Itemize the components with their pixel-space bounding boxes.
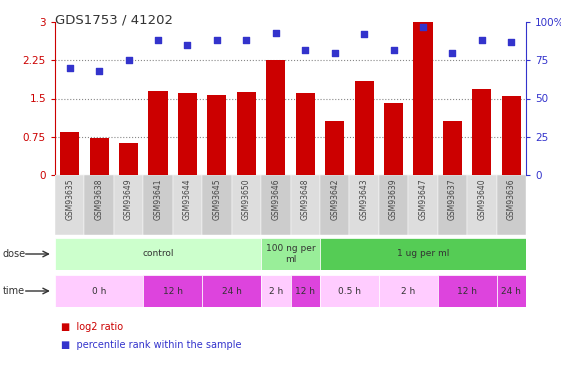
- Point: [272, 30, 280, 36]
- Text: ■  log2 ratio: ■ log2 ratio: [61, 322, 123, 332]
- FancyBboxPatch shape: [143, 175, 173, 235]
- Text: GSM93647: GSM93647: [419, 178, 427, 220]
- Bar: [413, 22, 433, 175]
- Point: [301, 46, 310, 53]
- FancyBboxPatch shape: [320, 275, 379, 307]
- Bar: [60, 132, 79, 175]
- FancyBboxPatch shape: [496, 175, 526, 235]
- Text: GSM93637: GSM93637: [448, 178, 457, 220]
- Point: [183, 42, 192, 48]
- Text: GSM93638: GSM93638: [95, 178, 104, 219]
- Text: GSM93635: GSM93635: [65, 178, 74, 220]
- Point: [419, 24, 427, 30]
- FancyBboxPatch shape: [261, 275, 291, 307]
- Point: [242, 38, 251, 44]
- FancyBboxPatch shape: [55, 275, 143, 307]
- Point: [213, 38, 222, 44]
- Bar: [237, 92, 256, 175]
- Point: [154, 38, 163, 44]
- Text: GSM93645: GSM93645: [213, 178, 222, 220]
- Text: 0 h: 0 h: [92, 286, 107, 296]
- FancyBboxPatch shape: [291, 275, 320, 307]
- Text: GSM93643: GSM93643: [360, 178, 369, 220]
- FancyBboxPatch shape: [202, 175, 232, 235]
- FancyBboxPatch shape: [379, 175, 408, 235]
- Text: 24 h: 24 h: [502, 286, 521, 296]
- FancyBboxPatch shape: [467, 175, 496, 235]
- FancyBboxPatch shape: [173, 175, 202, 235]
- Text: 12 h: 12 h: [295, 286, 315, 296]
- FancyBboxPatch shape: [261, 238, 320, 270]
- FancyBboxPatch shape: [114, 175, 143, 235]
- Bar: [208, 95, 227, 175]
- Bar: [149, 91, 168, 175]
- FancyBboxPatch shape: [143, 275, 202, 307]
- Bar: [90, 138, 109, 175]
- FancyBboxPatch shape: [438, 275, 496, 307]
- Bar: [266, 60, 286, 175]
- FancyBboxPatch shape: [261, 175, 291, 235]
- FancyBboxPatch shape: [232, 175, 261, 235]
- Text: control: control: [142, 249, 174, 258]
- FancyBboxPatch shape: [291, 175, 320, 235]
- Text: GSM93639: GSM93639: [389, 178, 398, 220]
- Bar: [443, 122, 462, 175]
- FancyBboxPatch shape: [55, 175, 85, 235]
- Point: [330, 50, 339, 55]
- FancyBboxPatch shape: [320, 238, 526, 270]
- FancyBboxPatch shape: [55, 238, 261, 270]
- Text: GSM93640: GSM93640: [477, 178, 486, 220]
- Bar: [178, 93, 197, 175]
- Text: GSM93641: GSM93641: [154, 178, 163, 219]
- Bar: [502, 96, 521, 175]
- FancyBboxPatch shape: [320, 175, 350, 235]
- Text: 0.5 h: 0.5 h: [338, 286, 361, 296]
- Text: GSM93636: GSM93636: [507, 178, 516, 220]
- Text: ■  percentile rank within the sample: ■ percentile rank within the sample: [61, 340, 241, 350]
- Text: 1 ug per ml: 1 ug per ml: [397, 249, 449, 258]
- Text: 2 h: 2 h: [269, 286, 283, 296]
- Bar: [472, 89, 491, 175]
- Point: [360, 31, 369, 37]
- Text: 2 h: 2 h: [401, 286, 415, 296]
- Text: GSM93646: GSM93646: [272, 178, 280, 220]
- Point: [477, 38, 486, 44]
- Text: 12 h: 12 h: [457, 286, 477, 296]
- Bar: [325, 122, 344, 175]
- Point: [95, 68, 104, 74]
- Text: 12 h: 12 h: [163, 286, 183, 296]
- Bar: [355, 81, 374, 175]
- Point: [507, 39, 516, 45]
- Text: dose: dose: [3, 249, 26, 259]
- Text: GSM93650: GSM93650: [242, 178, 251, 220]
- FancyBboxPatch shape: [496, 275, 526, 307]
- Bar: [296, 93, 315, 175]
- Text: 100 ng per
ml: 100 ng per ml: [266, 244, 315, 264]
- Point: [448, 50, 457, 55]
- FancyBboxPatch shape: [379, 275, 438, 307]
- Point: [389, 46, 398, 53]
- FancyBboxPatch shape: [408, 175, 438, 235]
- Bar: [119, 143, 138, 175]
- FancyBboxPatch shape: [438, 175, 467, 235]
- Text: 24 h: 24 h: [222, 286, 242, 296]
- FancyBboxPatch shape: [85, 175, 114, 235]
- Text: GSM93649: GSM93649: [124, 178, 133, 220]
- Text: time: time: [3, 286, 25, 296]
- Point: [65, 65, 74, 71]
- Text: GSM93642: GSM93642: [330, 178, 339, 219]
- FancyBboxPatch shape: [202, 275, 261, 307]
- Text: GSM93644: GSM93644: [183, 178, 192, 220]
- Text: GDS1753 / 41202: GDS1753 / 41202: [55, 13, 173, 26]
- Point: [124, 57, 133, 63]
- Text: GSM93648: GSM93648: [301, 178, 310, 219]
- Bar: [384, 103, 403, 175]
- FancyBboxPatch shape: [350, 175, 379, 235]
